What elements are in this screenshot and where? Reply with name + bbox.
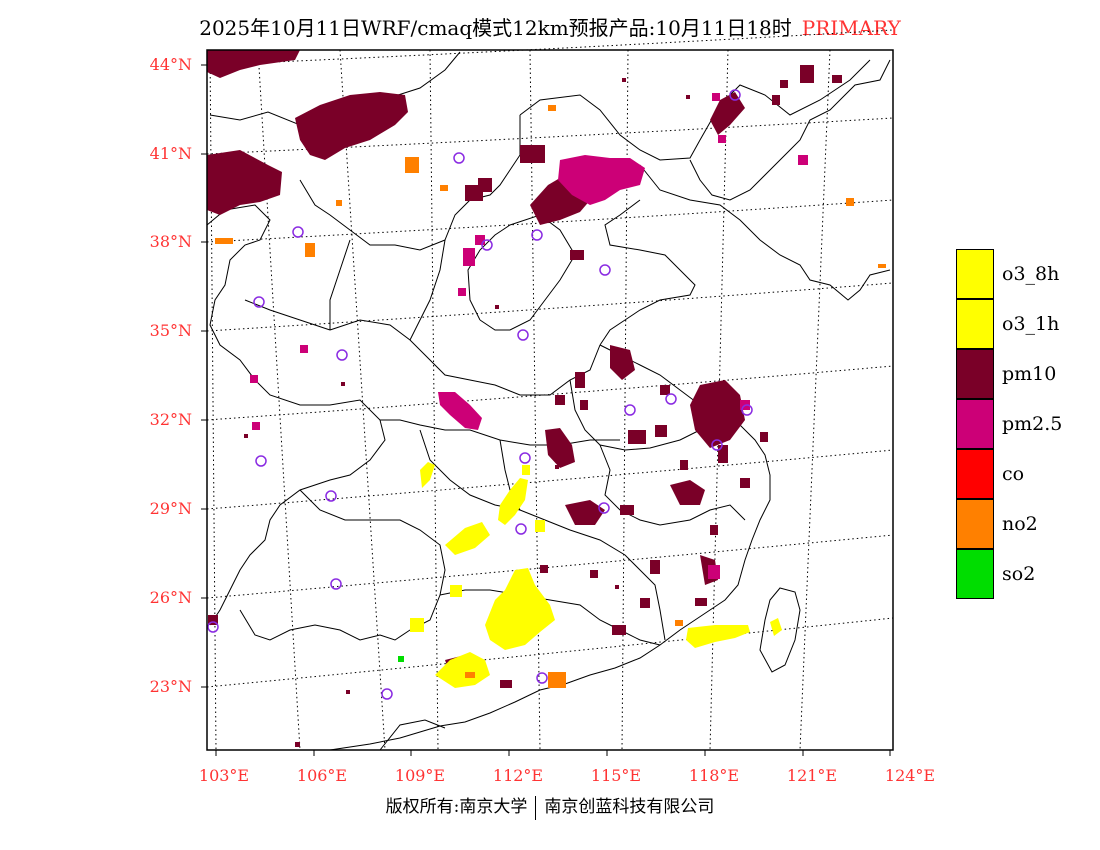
lon-label-124: 124°E — [884, 766, 936, 785]
no2-regions — [215, 105, 886, 688]
legend-label: pm10 — [1002, 363, 1057, 385]
lat-label-38: 38°N — [149, 232, 192, 251]
copyright-footer: 版权所有:南京大学 南京创蓝科技有限公司 — [0, 792, 1100, 820]
o3-regions — [410, 462, 782, 688]
scattered-dots — [244, 78, 690, 747]
o3-hubei — [420, 462, 435, 488]
lat-label-26: 26°N — [149, 588, 192, 607]
copyright-left: 版权所有:南京大学 — [385, 797, 528, 817]
lon-label-121: 121°E — [786, 766, 838, 785]
lat-label-35: 35°N — [149, 321, 192, 340]
pm10-east-coast — [670, 480, 705, 505]
title-text: 2025年10月11日WRF/cmaq模式12km预报产品:10月11日18时 — [199, 16, 792, 40]
legend-label: o3_8h — [1002, 263, 1060, 285]
lat-label-44: 44°N — [149, 55, 192, 74]
legend-swatch — [956, 399, 994, 449]
o3-strait — [686, 625, 750, 648]
o3-guangdong — [485, 568, 555, 650]
lon-label-115: 115°E — [590, 766, 642, 785]
map-title: 2025年10月11日WRF/cmaq模式12km预报产品:10月11日18时 P… — [0, 12, 1100, 41]
primary-tag: PRIMARY — [801, 16, 901, 40]
pm10-dongbei — [710, 92, 745, 135]
legend-swatch — [956, 499, 994, 549]
pm10-hubei — [545, 428, 575, 468]
legend-swatch — [956, 299, 994, 349]
pm10-far-west — [207, 150, 282, 215]
pm25-regions — [250, 93, 808, 579]
pm10-inner-mongolia — [295, 92, 408, 160]
copyright-right: 南京创蓝科技有限公司 — [544, 797, 715, 817]
pm10-shandong — [610, 345, 635, 380]
pm25-shaanxi — [438, 392, 482, 430]
legend-swatch — [956, 449, 994, 499]
pm10-jiangxi — [565, 500, 605, 525]
lat-label-23: 23°N — [149, 677, 192, 696]
boundaries — [206, 51, 891, 751]
o3-taiwan — [770, 618, 782, 636]
lon-label-112: 112°E — [492, 766, 544, 785]
lon-label-103: 103°E — [198, 766, 250, 785]
o3-guangxi — [435, 652, 490, 688]
legend-label: pm2.5 — [1002, 413, 1063, 435]
legend-label: o3_1h — [1002, 313, 1060, 335]
pm10-jiangsu — [690, 380, 745, 448]
map-frame — [206, 49, 894, 751]
legend-label: so2 — [1002, 563, 1036, 585]
lon-label-109: 109°E — [394, 766, 446, 785]
pm25-beijing-tianjin — [558, 155, 645, 205]
axis-ticks — [201, 64, 891, 756]
legend-swatch — [956, 549, 994, 599]
legend-label: co — [1002, 463, 1025, 485]
so2-point — [398, 656, 404, 662]
lat-label-29: 29°N — [149, 499, 192, 518]
legend-swatch — [956, 349, 994, 399]
lat-label-32: 32°N — [149, 410, 192, 429]
lon-label-106: 106°E — [296, 766, 348, 785]
o3-hunan-west — [445, 522, 490, 555]
lon-label-118: 118°E — [688, 766, 740, 785]
lat-label-41: 41°N — [149, 144, 192, 163]
o3-hunan — [498, 478, 528, 525]
monitoring-stations — [207, 89, 753, 700]
legend-label: no2 — [1002, 513, 1038, 535]
pm10-northwest — [207, 50, 300, 78]
footer-divider — [535, 795, 537, 820]
legend-swatch — [956, 249, 994, 299]
graticule — [206, 29, 894, 751]
